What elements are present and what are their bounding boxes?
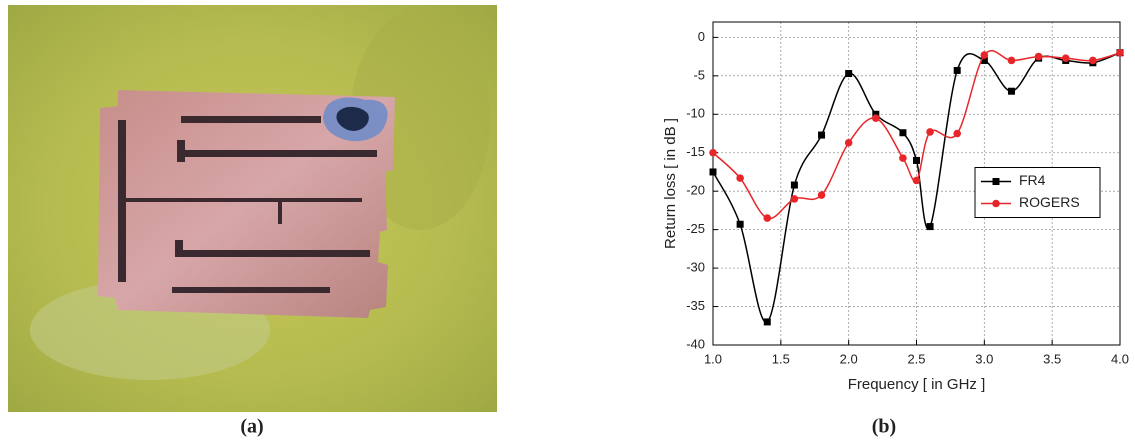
y-tick-label: -30 bbox=[686, 260, 705, 275]
y-axis-label: Return loss [ in dB ] bbox=[662, 118, 679, 249]
page: {"chart_data": {"type": "line", "xlabel"… bbox=[0, 0, 1135, 439]
marker bbox=[1035, 53, 1043, 61]
x-tick-label: 3.0 bbox=[975, 351, 993, 366]
marker bbox=[709, 149, 717, 157]
figure: (a) (b) 0 -5 -10 -15 -20 -25 -30 -35 -401.0 1.5 2.… bbox=[0, 0, 1135, 439]
x-tick-label: 1.0 bbox=[704, 351, 722, 366]
marker bbox=[763, 214, 771, 222]
panel-caption: (b) bbox=[872, 416, 896, 438]
marker bbox=[764, 318, 771, 325]
legend-marker bbox=[992, 200, 1000, 208]
x-tick-label: 2.5 bbox=[907, 351, 925, 366]
marker bbox=[954, 67, 961, 74]
marker bbox=[845, 70, 852, 77]
marker bbox=[1089, 57, 1097, 65]
marker bbox=[710, 168, 717, 175]
marker bbox=[1062, 54, 1070, 62]
x-tick-label: 4.0 bbox=[1111, 351, 1129, 366]
photo bbox=[8, 5, 497, 412]
marker bbox=[791, 195, 799, 203]
marker bbox=[981, 51, 989, 59]
y-tick-label: -15 bbox=[686, 144, 705, 159]
marker bbox=[899, 129, 906, 136]
panel-caption: (a) bbox=[240, 416, 263, 438]
y-tick-label: -35 bbox=[686, 298, 705, 313]
x-tick-label: 3.5 bbox=[1043, 351, 1061, 366]
marker bbox=[791, 182, 798, 189]
marker bbox=[736, 174, 744, 182]
marker bbox=[818, 191, 826, 199]
marker bbox=[818, 132, 825, 139]
legend-marker bbox=[993, 178, 1000, 185]
marker bbox=[926, 128, 934, 136]
x-axis-label: Frequency [ in GHz ] bbox=[848, 376, 986, 393]
y-tick-label: -20 bbox=[686, 183, 705, 198]
y-tick-label: -40 bbox=[686, 336, 705, 351]
y-tick-label: -10 bbox=[686, 106, 705, 121]
marker bbox=[913, 177, 921, 185]
legend-label: FR4 bbox=[1019, 172, 1046, 188]
marker bbox=[737, 221, 744, 228]
marker bbox=[1008, 57, 1016, 65]
marker bbox=[913, 157, 920, 164]
marker bbox=[845, 139, 853, 147]
y-tick-label: 0 bbox=[698, 29, 705, 44]
marker bbox=[1008, 88, 1015, 95]
x-tick-label: 2.0 bbox=[840, 351, 858, 366]
y-tick-label: -5 bbox=[693, 67, 705, 82]
legend-label: ROGERS bbox=[1019, 194, 1080, 210]
x-tick-label: 1.5 bbox=[772, 351, 790, 366]
marker bbox=[872, 114, 880, 122]
y-tick-label: -25 bbox=[686, 221, 705, 236]
marker bbox=[1116, 49, 1124, 57]
marker bbox=[899, 154, 907, 162]
marker bbox=[953, 130, 961, 138]
marker bbox=[927, 223, 934, 230]
